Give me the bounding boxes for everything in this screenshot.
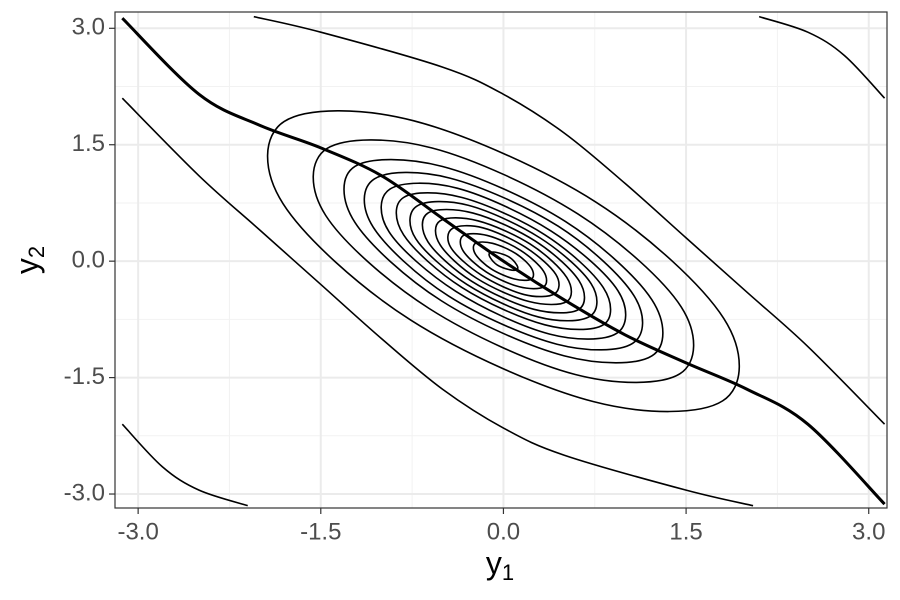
contour-line xyxy=(363,171,644,351)
y-tick-label: 3.0 xyxy=(72,14,105,41)
contour-line xyxy=(343,158,664,364)
x-tick-label: 0.0 xyxy=(487,518,520,545)
x-tick-label: -3.0 xyxy=(117,518,158,545)
contour-line xyxy=(266,110,741,413)
contour-line xyxy=(121,17,886,506)
contour-line xyxy=(447,224,560,298)
y-tick-label: 0.0 xyxy=(72,247,105,274)
y-tick-label: -3.0 xyxy=(64,479,105,506)
contour-line xyxy=(253,15,886,425)
x-axis-title: y1 xyxy=(486,545,514,584)
contour-line xyxy=(758,15,886,99)
y-tick-label: -1.5 xyxy=(64,363,105,390)
contour-line xyxy=(409,200,598,322)
contour-line xyxy=(434,217,573,306)
y-axis-title-subscript: 2 xyxy=(24,246,49,258)
contour-line xyxy=(121,97,754,507)
x-tick-label: -1.5 xyxy=(300,518,341,545)
contour-line xyxy=(395,192,612,331)
contour-line xyxy=(459,232,548,290)
contour-line xyxy=(312,139,695,384)
x-axis-title-subscript: 1 xyxy=(502,560,514,585)
x-tick-label: 3.0 xyxy=(852,518,885,545)
plot-border xyxy=(114,11,888,509)
y-tick-label: 1.5 xyxy=(72,130,105,157)
contour-line xyxy=(121,423,248,507)
y-axis-title-text: y xyxy=(9,258,45,274)
y-axis-title: y2 xyxy=(9,246,48,274)
contour-line xyxy=(421,208,586,314)
x-axis-title-text: y xyxy=(486,545,502,581)
contour-line xyxy=(380,182,627,340)
x-tick-label: 1.5 xyxy=(669,518,702,545)
